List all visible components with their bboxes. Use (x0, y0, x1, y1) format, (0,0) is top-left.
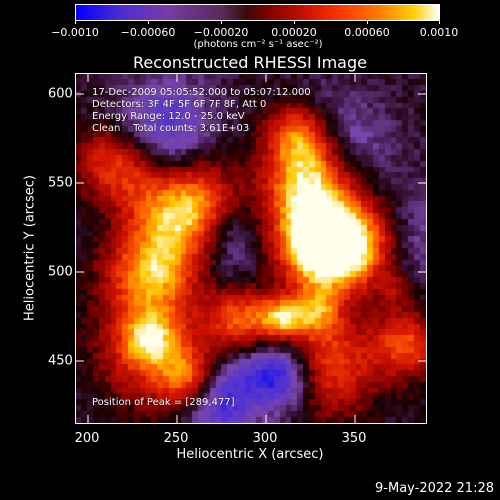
colorbar-unit: (photons cm⁻² s⁻¹ asec⁻²) (193, 39, 323, 50)
detectors: Detectors: 3F 4F 5F 6F 7F 8F, Att 0 (92, 99, 267, 110)
x-axis-label: Heliocentric X (arcsec) (176, 447, 324, 462)
colorbar-tick (367, 20, 368, 24)
colorbar-tick (148, 20, 149, 24)
energy-range: Energy Range: 12.0 - 25.0 keV (92, 111, 245, 122)
y-tick-label: 600 (48, 86, 73, 102)
x-tick-label: 250 (163, 431, 189, 446)
x-tick-label: 300 (252, 431, 278, 446)
timestamp: 9-May-2022 21:28 (375, 481, 494, 496)
image-plot-area: 17-Dec-2009 05:05:52.000 to 05:07:12.000… (75, 73, 427, 424)
x-tick-label: 200 (74, 431, 100, 446)
colorbar-tick (439, 20, 440, 24)
y-tick-label: 550 (48, 175, 73, 191)
colorbar-label: 0.0010 (419, 26, 459, 39)
colorbar-label: −0.00020 (193, 26, 249, 39)
axis-ticks (76, 74, 426, 423)
y-axis-label: Heliocentric Y (arcsec) (22, 175, 38, 321)
plot-title: Reconstructed RHESSI Image (133, 53, 367, 72)
y-tick-label: 450 (48, 353, 73, 369)
colorbar-tick (221, 20, 222, 24)
peak-position: Position of Peak = [289,477] (92, 397, 235, 408)
colorbar-tick (294, 20, 295, 24)
time-range: 17-Dec-2009 05:05:52.000 to 05:07:12.000 (92, 87, 311, 98)
colorbar-label: −0.0010 (51, 26, 99, 39)
colorbar-tick (75, 20, 76, 24)
heatmap-image (76, 74, 426, 423)
colorbar-label: 0.00020 (271, 26, 317, 39)
colorbar (75, 4, 440, 21)
x-tick-label: 350 (341, 431, 367, 446)
colorbar-label: 0.00060 (344, 26, 390, 39)
y-tick-label: 500 (48, 264, 73, 280)
colorbar-label: −0.00060 (120, 26, 176, 39)
clean-counts: Clean Total counts: 3.61E+03 (92, 123, 250, 134)
